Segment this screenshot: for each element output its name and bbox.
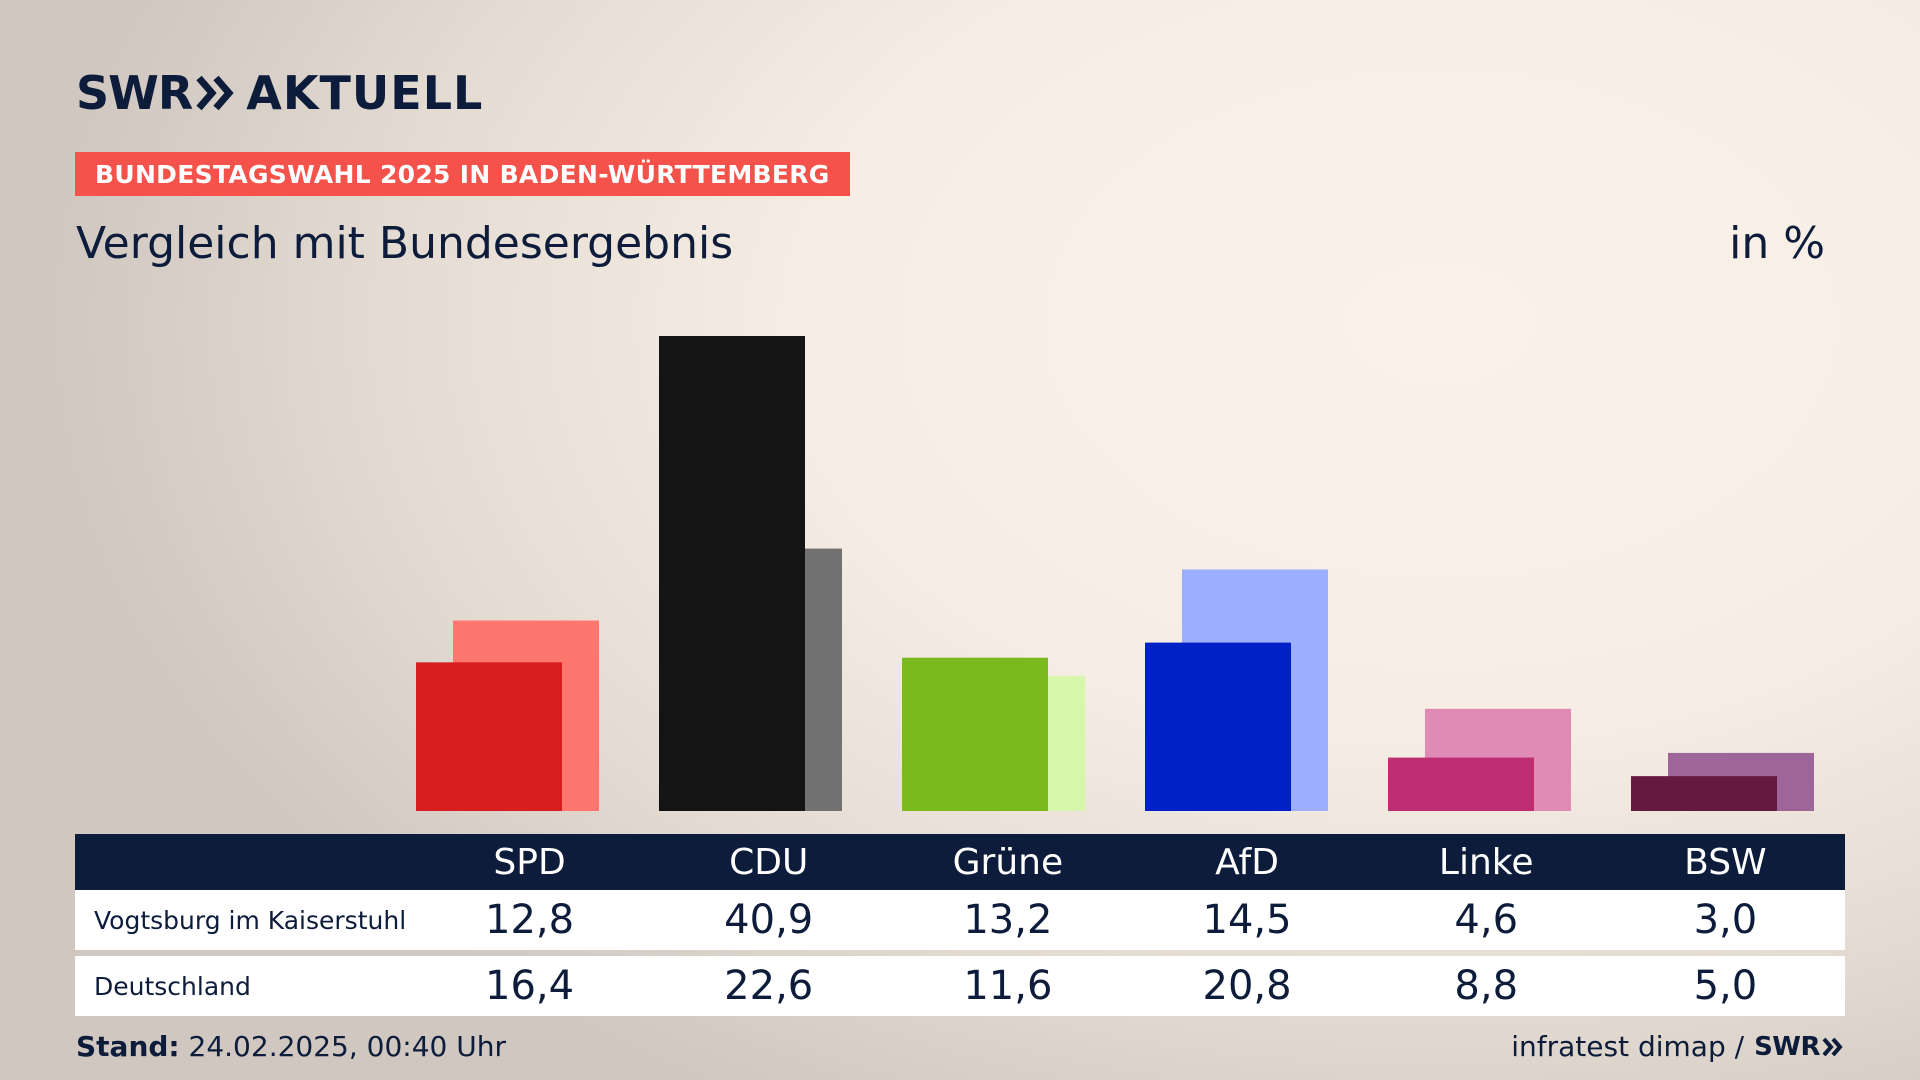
double-chevron-icon [196, 75, 234, 111]
small-double-chevron-icon [1822, 1037, 1843, 1056]
table-cell: 13,2 [963, 897, 1053, 943]
bar-cdu-vogtsburg [659, 336, 805, 811]
header-spd: SPD [493, 841, 566, 883]
bar-bsw-vogtsburg [1631, 776, 1777, 811]
bar-spd-vogtsburg [416, 662, 562, 811]
table-cell: 11,6 [963, 963, 1053, 1009]
timestamp: Stand: 24.02.2025, 00:40 Uhr [76, 1030, 506, 1063]
bar-linke-vogtsburg [1388, 757, 1534, 811]
header-bsw: BSW [1684, 841, 1767, 883]
row-label: Vogtsburg im Kaiserstuhl [94, 905, 407, 935]
header-cdu: CDU [729, 841, 809, 883]
source-credit: infratest dimap / SWR [1511, 1030, 1844, 1063]
table-cell: 5,0 [1693, 963, 1758, 1009]
unit-label: in % [1729, 218, 1825, 269]
table-cell: 16,4 [485, 963, 575, 1009]
header-linke: Linke [1438, 841, 1534, 883]
table-cell: 20,8 [1202, 963, 1292, 1009]
table-row: Vogtsburg im Kaiserstuhl 12,8 40,9 13,2 … [75, 890, 1845, 950]
stand-label: Stand: [76, 1030, 180, 1063]
table-header: SPD CDU Grüne AfD Linke BSW [75, 834, 1845, 890]
swr-aktuell-logo: SWR AKTUELL [76, 66, 484, 120]
table-cell: 8,8 [1454, 963, 1519, 1009]
table-cell: 12,8 [485, 897, 575, 943]
stand-value: 24.02.2025, 00:40 Uhr [188, 1030, 506, 1063]
footer-swr-logo: SWR [1754, 1031, 1820, 1062]
table-cell: 14,5 [1202, 897, 1292, 943]
row-label: Deutschland [94, 971, 251, 1001]
bar-chart [416, 336, 1814, 811]
source-text: infratest dimap / [1511, 1030, 1745, 1063]
table-cell: 22,6 [724, 963, 814, 1009]
table-cell: 40,9 [724, 897, 814, 943]
header-gruene: Grüne [952, 841, 1064, 883]
election-tag: BUNDESTAGSWAHL 2025 IN BADEN-WÜRTTEMBERG [75, 152, 850, 196]
chart-subtitle: Vergleich mit Bundesergebnis [76, 218, 734, 269]
header-afd: AfD [1215, 841, 1279, 883]
table-row: Deutschland 16,4 22,6 11,6 20,8 8,8 5,0 [75, 956, 1845, 1016]
results-table: SPD CDU Grüne AfD Linke BSW Vogtsburg im… [75, 834, 1845, 1016]
table-cell: 3,0 [1693, 897, 1758, 943]
bar-grüne-vogtsburg [902, 657, 1048, 811]
bar-afd-vogtsburg [1145, 642, 1291, 811]
table-cell: 4,6 [1454, 897, 1519, 943]
logo-aktuell: AKTUELL [246, 66, 484, 120]
logo-swr: SWR [76, 66, 193, 120]
